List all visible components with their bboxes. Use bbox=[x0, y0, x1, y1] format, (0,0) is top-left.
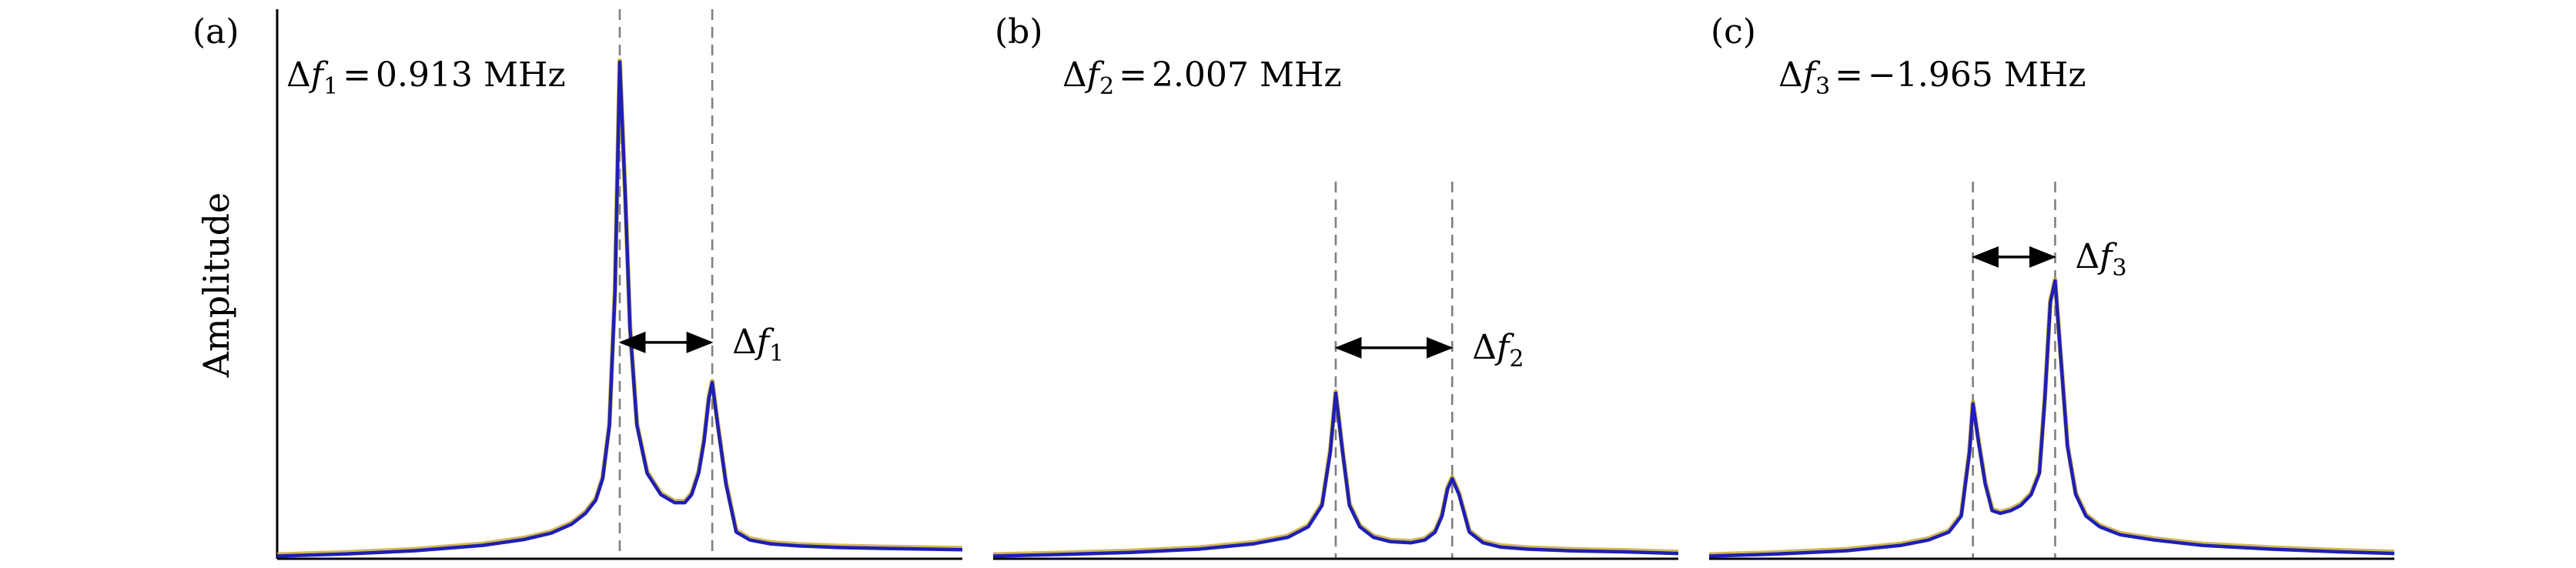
panel-a-series-line bbox=[276, 60, 963, 558]
panel-b: (b) Δf2 = 2.007 MHz Δf2 bbox=[992, 12, 1679, 560]
panel-c-series-shadow bbox=[1708, 277, 2395, 557]
panel-a-annotation: Δf1 = 0.913 MHz bbox=[286, 55, 566, 100]
panel-c: (c) Δf3 = −1.965 MHz Δf3 bbox=[1708, 12, 2395, 560]
panel-a: (a) Δf1 = 0.913 MHz Δf1 bbox=[192, 9, 963, 560]
panel-b-label: (b) bbox=[995, 12, 1043, 52]
panel-c-series-line bbox=[1708, 279, 2395, 558]
panel-c-annotation: Δf3 = −1.965 MHz bbox=[1778, 55, 2086, 100]
panel-b-vlines bbox=[1334, 182, 1454, 559]
panel-c-vlines bbox=[1972, 182, 2056, 559]
panel-c-arrow-label: Δf3 bbox=[2075, 237, 2126, 282]
panel-b-series-line bbox=[992, 391, 1679, 558]
panel-c-label: (c) bbox=[1711, 12, 1756, 52]
panel-a-axes bbox=[276, 9, 962, 560]
panel-a-label: (a) bbox=[192, 12, 239, 52]
panel-b-arrow-label: Δf2 bbox=[1472, 328, 1524, 373]
y-axis-label: Amplitude bbox=[196, 192, 237, 379]
panel-a-arrow-label: Δf1 bbox=[732, 322, 784, 367]
panel-b-annotation: Δf2 = 2.007 MHz bbox=[1062, 55, 1342, 100]
